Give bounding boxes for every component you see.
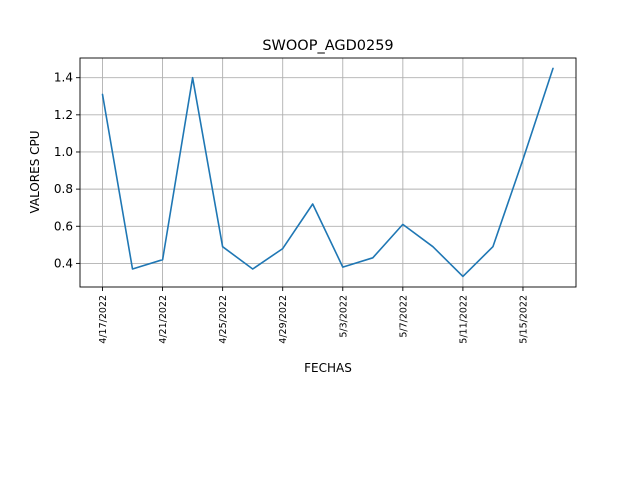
y-axis-label: VALORES CPU: [28, 130, 42, 213]
x-axis-label: FECHAS: [304, 361, 352, 375]
y-tick-label: 1.0: [54, 145, 73, 159]
y-tick-label: 0.6: [54, 219, 73, 233]
x-tick-label: 5/11/2022: [458, 295, 469, 344]
x-tick-label: 4/17/2022: [98, 295, 109, 344]
y-tick-label: 1.4: [54, 71, 73, 85]
x-tick-label: 4/21/2022: [158, 295, 169, 344]
x-tick-label: 5/15/2022: [518, 295, 529, 344]
series-line: [101, 67, 554, 278]
x-tick-label: 5/3/2022: [338, 295, 349, 338]
x-tick-label: 4/29/2022: [278, 295, 289, 344]
y-tick-label: 1.2: [54, 108, 73, 122]
plot-frame: [79, 57, 577, 288]
chart-title: SWOOP_AGD0259: [262, 38, 393, 54]
grid-layer: [80, 58, 576, 287]
y-tick-label: 0.4: [54, 256, 73, 270]
y-tick-label: 0.8: [54, 182, 73, 196]
x-tick-label: 5/7/2022: [398, 295, 409, 338]
x-tick-label: 4/25/2022: [218, 295, 229, 344]
tick-layer: 0.4 0.6 0.8 1.0 1.2 1.4 4/17/2022 4/21/2022 4/25…: [54, 71, 530, 344]
